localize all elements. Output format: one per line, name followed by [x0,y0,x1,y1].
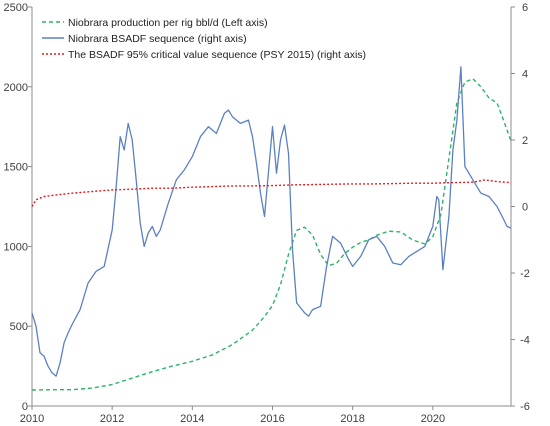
right-y-tick-label: -2 [520,268,530,280]
series-line-1 [31,78,512,391]
series-line-2 [31,66,512,377]
legend-label-1: Niobrara production per rig bbl/d (Left … [68,17,268,29]
x-tick-label: 2016 [260,413,284,425]
axes-group: 0 500 1000 1500 2000 2500 -6 -4 -2 0 2 4 6 2010 2012 20… [4,2,530,425]
left-y-tick-label: 1000 [4,241,28,253]
x-tick-label: 2010 [20,413,44,425]
left-y-tick-label: 2000 [4,82,28,94]
x-tick-label: 2012 [100,413,124,425]
legend-label-2: Niobrara BSADF sequence (right axis) [68,33,247,45]
left-y-tick-label: 1500 [4,162,28,174]
x-tick-label: 2018 [340,413,364,425]
series-group [31,66,512,391]
left-y-tick-label: 500 [10,321,28,333]
right-y-tick-label: 0 [522,202,528,214]
legend-label-3: The BSADF 95% critical value sequence (P… [68,49,366,61]
right-y-tick-label: -4 [520,335,530,347]
right-y-tick-label: 2 [522,135,528,147]
left-y-tick-label: 2500 [4,2,28,14]
x-tick-label: 2020 [421,413,445,425]
left-y-tick-label: 0 [22,401,28,413]
legend: Niobrara production per rig bbl/d (Left … [42,17,366,61]
right-y-tick-label: 6 [522,2,528,14]
right-y-tick-label: -6 [520,401,530,413]
right-y-tick-label: 4 [522,69,528,81]
x-tick-label: 2014 [180,413,204,425]
